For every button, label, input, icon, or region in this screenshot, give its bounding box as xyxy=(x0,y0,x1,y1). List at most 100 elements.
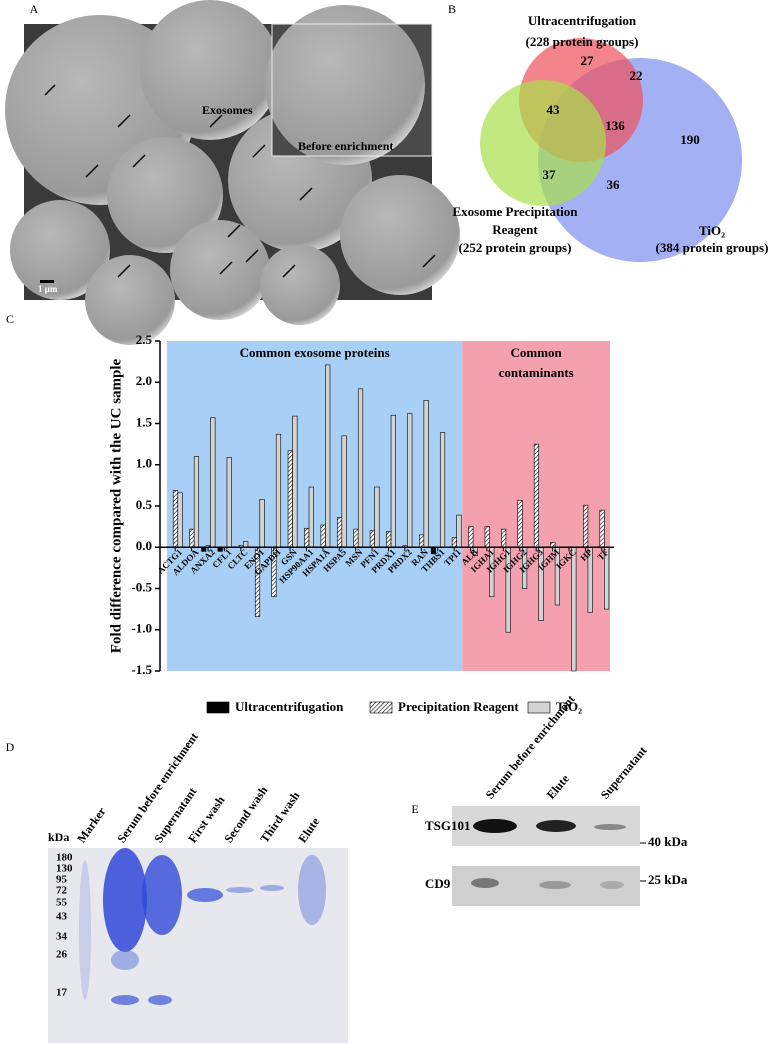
marker-label: 55 xyxy=(56,897,68,909)
bar xyxy=(304,527,310,548)
bar xyxy=(451,537,457,548)
bar xyxy=(484,526,490,548)
row-label: TSG101 xyxy=(425,818,471,833)
row-label: CD9 xyxy=(425,876,451,891)
bar xyxy=(275,433,282,548)
size-label: 25 kDa xyxy=(648,872,688,887)
bar xyxy=(193,456,200,548)
venn-count: 37 xyxy=(543,167,557,182)
y-tick-label: -1.5 xyxy=(131,662,152,677)
region-label: contaminants xyxy=(499,365,574,380)
bar xyxy=(357,388,364,548)
bar xyxy=(501,528,507,548)
legend-label: Ultracentrifugation xyxy=(235,699,344,714)
venn-count: 190 xyxy=(680,132,700,147)
bar xyxy=(533,443,540,548)
bar xyxy=(325,364,331,548)
bar xyxy=(172,490,179,548)
bar xyxy=(583,504,589,548)
bar xyxy=(287,450,293,548)
y-tick-label: 1.5 xyxy=(136,414,153,429)
scale-label: 1 μm xyxy=(38,284,58,294)
y-tick-label: 0.5 xyxy=(136,497,153,512)
venn-count: 43 xyxy=(547,102,561,117)
bar xyxy=(320,524,326,548)
panel-letter: A xyxy=(30,2,39,16)
marker-label: 43 xyxy=(56,911,68,923)
y-tick-label: 2.5 xyxy=(136,332,153,347)
venn-count: 27 xyxy=(581,53,595,68)
marker-label: 26 xyxy=(56,949,68,961)
panel-letter: E xyxy=(411,802,418,816)
venn-label: (384 protein groups) xyxy=(656,240,769,255)
region-band xyxy=(167,341,463,671)
y-tick-label: 2.0 xyxy=(136,373,152,388)
region-label: Common xyxy=(511,345,563,360)
bar xyxy=(423,400,429,548)
venn-label: TiO₂ xyxy=(699,223,725,238)
panel-letter: C xyxy=(6,312,14,326)
legend-label: Precipitation Reagent xyxy=(398,699,519,714)
blot-image xyxy=(452,806,640,906)
bar xyxy=(571,546,577,672)
venn-label: (252 protein groups) xyxy=(459,240,572,255)
y-tick-label: 1.0 xyxy=(136,456,152,471)
bar xyxy=(177,492,183,548)
bar xyxy=(456,514,462,548)
bar xyxy=(189,528,195,548)
marker-label: 95 xyxy=(56,874,68,886)
venn-label: Ultracentrifugation xyxy=(528,13,637,28)
bar xyxy=(341,435,347,548)
venn-count: 22 xyxy=(630,68,643,83)
bar xyxy=(336,517,343,548)
label: Exosomes xyxy=(202,103,253,117)
legend-label: TiO₂ xyxy=(556,699,582,714)
gel-image xyxy=(48,848,348,1043)
bar xyxy=(390,414,396,548)
bar xyxy=(374,486,380,548)
bar xyxy=(599,509,605,548)
marker-label: 17 xyxy=(56,987,68,999)
lane-label: Elute xyxy=(544,771,573,801)
marker-label: 130 xyxy=(56,863,73,875)
sem-image xyxy=(5,0,460,345)
y-tick-label: -0.5 xyxy=(131,579,152,594)
bar xyxy=(259,499,265,548)
lane-label: Marker xyxy=(74,804,109,845)
bar xyxy=(353,528,359,548)
bar xyxy=(468,526,474,548)
label: Before enrichment xyxy=(298,139,393,153)
marker-label: 180 xyxy=(56,852,73,864)
region-label: Common exosome proteins xyxy=(240,345,390,360)
marker-label: 34 xyxy=(56,931,68,943)
panel-letter: D xyxy=(6,740,15,754)
y-tick-label: -1.0 xyxy=(131,621,152,636)
venn-label: Reagent xyxy=(492,222,538,237)
unit-label: kDa xyxy=(48,830,69,844)
legend-swatch xyxy=(206,701,230,714)
bar xyxy=(407,413,413,548)
venn-label: (228 protein groups) xyxy=(526,34,639,49)
legend-swatch xyxy=(527,701,551,714)
bar xyxy=(419,534,425,548)
bar xyxy=(369,530,375,548)
bar xyxy=(308,486,314,548)
bar xyxy=(210,417,216,548)
size-label: 40 kDa xyxy=(648,834,688,849)
panel-letter: B xyxy=(448,2,456,16)
bar xyxy=(226,457,232,548)
y-axis-label: Fold difference compared with the UC sam… xyxy=(108,358,124,653)
lane-label: Elute xyxy=(295,814,323,845)
y-tick-label: 0.0 xyxy=(136,538,152,553)
venn-count: 36 xyxy=(607,177,621,192)
venn-count: 136 xyxy=(605,118,625,133)
lane-label: Supernatant xyxy=(598,744,650,802)
venn-label: Exosome Precipitation xyxy=(452,204,578,219)
bar xyxy=(243,541,249,548)
bar xyxy=(292,415,298,548)
bar xyxy=(386,531,392,548)
bar xyxy=(439,432,446,548)
bar xyxy=(517,499,523,548)
marker-label: 72 xyxy=(56,885,68,897)
